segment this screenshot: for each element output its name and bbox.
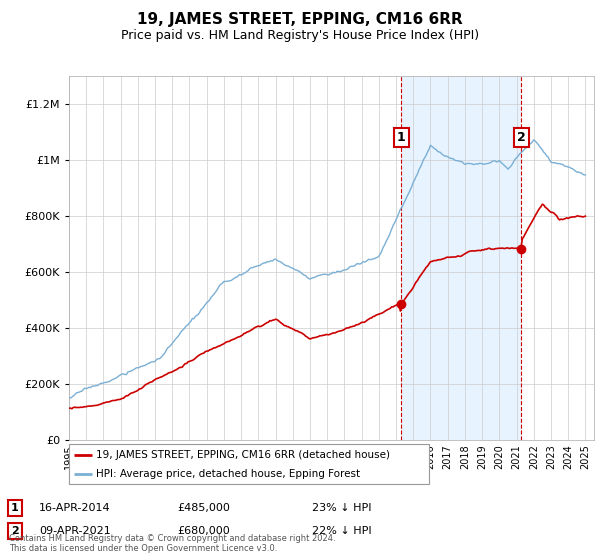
Text: 09-APR-2021: 09-APR-2021 [39, 526, 111, 536]
Text: 23% ↓ HPI: 23% ↓ HPI [312, 503, 371, 513]
Text: 1: 1 [11, 503, 19, 513]
Text: £485,000: £485,000 [177, 503, 230, 513]
Text: Price paid vs. HM Land Registry's House Price Index (HPI): Price paid vs. HM Land Registry's House … [121, 29, 479, 42]
Text: 2: 2 [11, 526, 19, 536]
Text: 1: 1 [397, 130, 406, 144]
Bar [401, 76, 521, 440]
Text: Contains HM Land Registry data © Crown copyright and database right 2024.
This d: Contains HM Land Registry data © Crown c… [9, 534, 335, 553]
Text: 2: 2 [517, 130, 526, 144]
Text: 19, JAMES STREET, EPPING, CM16 6RR (detached house): 19, JAMES STREET, EPPING, CM16 6RR (deta… [96, 450, 390, 460]
Text: £680,000: £680,000 [177, 526, 230, 536]
FancyBboxPatch shape [69, 444, 429, 484]
Text: 19, JAMES STREET, EPPING, CM16 6RR: 19, JAMES STREET, EPPING, CM16 6RR [137, 12, 463, 27]
Text: 16-APR-2014: 16-APR-2014 [39, 503, 110, 513]
Text: 22% ↓ HPI: 22% ↓ HPI [312, 526, 371, 536]
Text: HPI: Average price, detached house, Epping Forest: HPI: Average price, detached house, Eppi… [96, 469, 360, 478]
